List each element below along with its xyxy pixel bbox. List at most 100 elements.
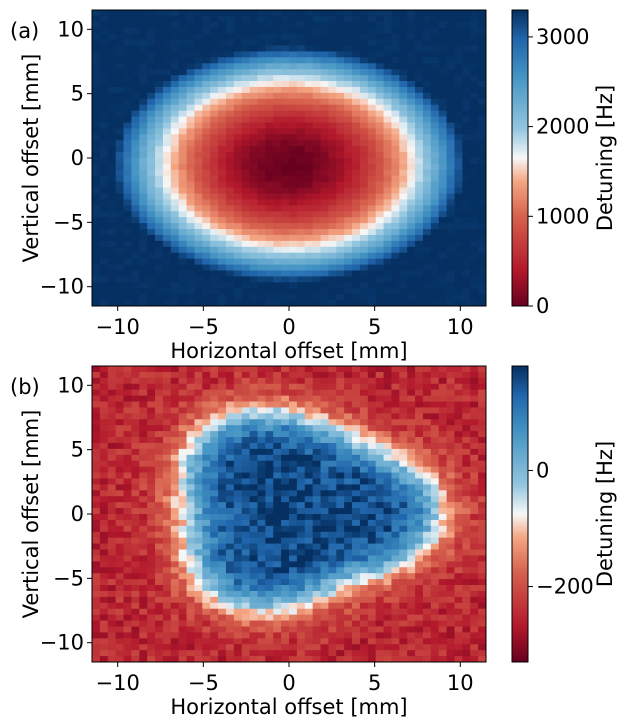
heatmap-cell <box>328 496 336 502</box>
heatmap-cell <box>344 585 352 591</box>
heatmap-cell <box>179 561 187 567</box>
heatmap-cell <box>210 484 218 490</box>
heatmap-cell <box>139 656 147 662</box>
heatmap-cell <box>194 164 202 170</box>
heatmap-cell <box>360 294 368 300</box>
heatmap-cell <box>423 650 431 656</box>
heatmap-cell <box>210 22 218 28</box>
heatmap-cell <box>478 241 486 247</box>
heatmap-cell <box>321 188 329 194</box>
heatmap-cell <box>194 241 202 247</box>
heatmap-cell <box>439 402 447 408</box>
heatmap-cell <box>391 158 399 164</box>
heatmap-cell <box>108 478 116 484</box>
heatmap-cell <box>368 57 376 63</box>
heatmap-cell <box>376 644 384 650</box>
heatmap-cell <box>297 431 305 437</box>
heatmap-cell <box>376 81 384 87</box>
heatmap-cell <box>226 51 234 57</box>
heatmap-cell <box>100 69 108 75</box>
heatmap-cell <box>352 28 360 34</box>
heatmap-cell <box>391 99 399 105</box>
heatmap-cell <box>234 182 242 188</box>
heatmap-cell <box>415 40 423 46</box>
heatmap-cell <box>250 461 258 467</box>
heatmap-cell <box>187 247 195 253</box>
heatmap-cell <box>202 532 210 538</box>
heatmap-cell <box>187 28 195 34</box>
heatmap-cell <box>399 532 407 538</box>
heatmap-cell <box>384 496 392 502</box>
heatmap-cell <box>328 526 336 532</box>
heatmap-cell <box>202 419 210 425</box>
heatmap-cell <box>116 526 124 532</box>
heatmap-cell <box>155 555 163 561</box>
heatmap-cell <box>321 467 329 473</box>
heatmap-cell <box>407 270 415 276</box>
heatmap-cell <box>202 490 210 496</box>
heatmap-cell <box>321 597 329 603</box>
heatmap-cell <box>218 229 226 235</box>
heatmap-cell <box>281 146 289 152</box>
heatmap-cell <box>454 152 462 158</box>
heatmap-cell <box>210 532 218 538</box>
heatmap-cell <box>187 449 195 455</box>
heatmap-cell <box>147 270 155 276</box>
heatmap-cell <box>163 532 171 538</box>
heatmap-cell <box>423 81 431 87</box>
heatmap-cell <box>265 461 273 467</box>
heatmap-cell <box>194 69 202 75</box>
heatmap-cell <box>100 603 108 609</box>
heatmap-cell <box>289 122 297 128</box>
heatmap-cell <box>226 644 234 650</box>
heatmap-cell <box>163 396 171 402</box>
heatmap-cell <box>391 467 399 473</box>
heatmap-cell <box>124 473 132 479</box>
heatmap-cell <box>423 46 431 52</box>
heatmap-cell <box>147 288 155 294</box>
heatmap-cell <box>391 514 399 520</box>
heatmap-cell <box>415 81 423 87</box>
heatmap-cell <box>92 276 100 282</box>
heatmap-cell <box>384 40 392 46</box>
heatmap-cell <box>234 437 242 443</box>
heatmap-cell <box>462 502 470 508</box>
heatmap-cell <box>257 87 265 93</box>
heatmap-cell <box>250 34 258 40</box>
heatmap-cell <box>321 366 329 372</box>
heatmap-cell <box>454 621 462 627</box>
heatmap-cell <box>257 425 265 431</box>
heatmap-cell <box>92 16 100 22</box>
heatmap-cell <box>155 526 163 532</box>
heatmap-cell <box>313 134 321 140</box>
heatmap-cell <box>163 69 171 75</box>
heatmap-cell <box>179 603 187 609</box>
heatmap-cell <box>179 650 187 656</box>
heatmap-cell <box>202 615 210 621</box>
heatmap-cell <box>478 366 486 372</box>
heatmap-cell <box>336 514 344 520</box>
heatmap-cell <box>289 152 297 158</box>
heatmap-cell <box>305 158 313 164</box>
heatmap-cell <box>462 538 470 544</box>
heatmap-cell <box>423 407 431 413</box>
heatmap-cell <box>297 567 305 573</box>
heatmap-cell <box>210 51 218 57</box>
heatmap-cell <box>415 117 423 123</box>
heatmap-cell <box>360 270 368 276</box>
heatmap-cell <box>344 514 352 520</box>
heatmap-cell <box>478 69 486 75</box>
heatmap-cell <box>462 638 470 644</box>
heatmap-cell <box>226 544 234 550</box>
heatmap-cell <box>297 449 305 455</box>
heatmap-cell <box>108 288 116 294</box>
heatmap-cell <box>179 615 187 621</box>
heatmap-cell <box>376 194 384 200</box>
heatmap-cell <box>100 229 108 235</box>
heatmap-cell <box>250 182 258 188</box>
heatmap-cell <box>273 128 281 134</box>
heatmap-cell <box>297 561 305 567</box>
heatmap-cell <box>250 550 258 556</box>
heatmap-cell <box>265 609 273 615</box>
heatmap-cell <box>257 111 265 117</box>
